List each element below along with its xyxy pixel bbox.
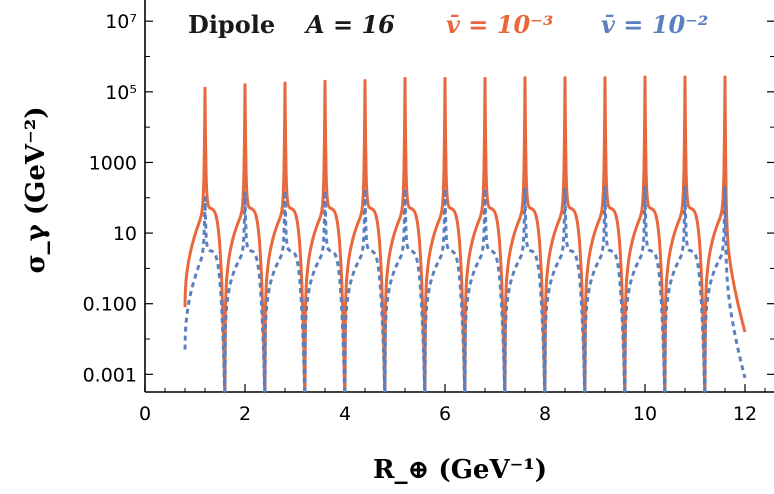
y-tick-label: 0.100 <box>83 294 137 316</box>
x-tick-label: 2 <box>239 403 251 425</box>
x-tick-label: 6 <box>439 403 451 425</box>
annotation-box: Dipole A = 16 v̄ = 10⁻³ v̄ = 10⁻² <box>180 4 750 42</box>
tick-labels: 0 2 4 6 8 10 12 0.001 0.100 10 1000 10⁵ 10⁷ <box>83 11 758 425</box>
y-tick-label: 0.001 <box>83 364 137 386</box>
y-tick-label: 1000 <box>89 152 137 174</box>
plot-frame <box>144 0 774 393</box>
annotation-model: Dipole <box>188 10 275 39</box>
x-tick-label: 8 <box>539 403 551 425</box>
series-layer <box>183 75 747 394</box>
axis-ticks <box>144 20 774 392</box>
annotation-series-low-v: v̄ = 10⁻³ <box>446 10 553 39</box>
x-tick-label: 0 <box>139 403 151 425</box>
x-tick-label: 4 <box>339 403 351 425</box>
y-tick-label: 10⁵ <box>105 82 137 104</box>
annotation-mass-number: A = 16 <box>304 10 395 39</box>
x-tick-label: 12 <box>733 403 757 425</box>
series-line-low-v <box>183 75 747 393</box>
annotation-series-high-v: v̄ = 10⁻² <box>601 10 708 39</box>
x-tick-label: 10 <box>633 403 657 425</box>
series-line-high-v <box>183 185 747 394</box>
y-axis-title: σ_γ (GeV⁻²) <box>21 106 51 273</box>
x-axis-title: R_⊕ (GeV⁻¹) <box>373 455 547 485</box>
y-tick-label: 10⁷ <box>105 11 137 33</box>
y-tick-label: 10 <box>113 223 137 245</box>
